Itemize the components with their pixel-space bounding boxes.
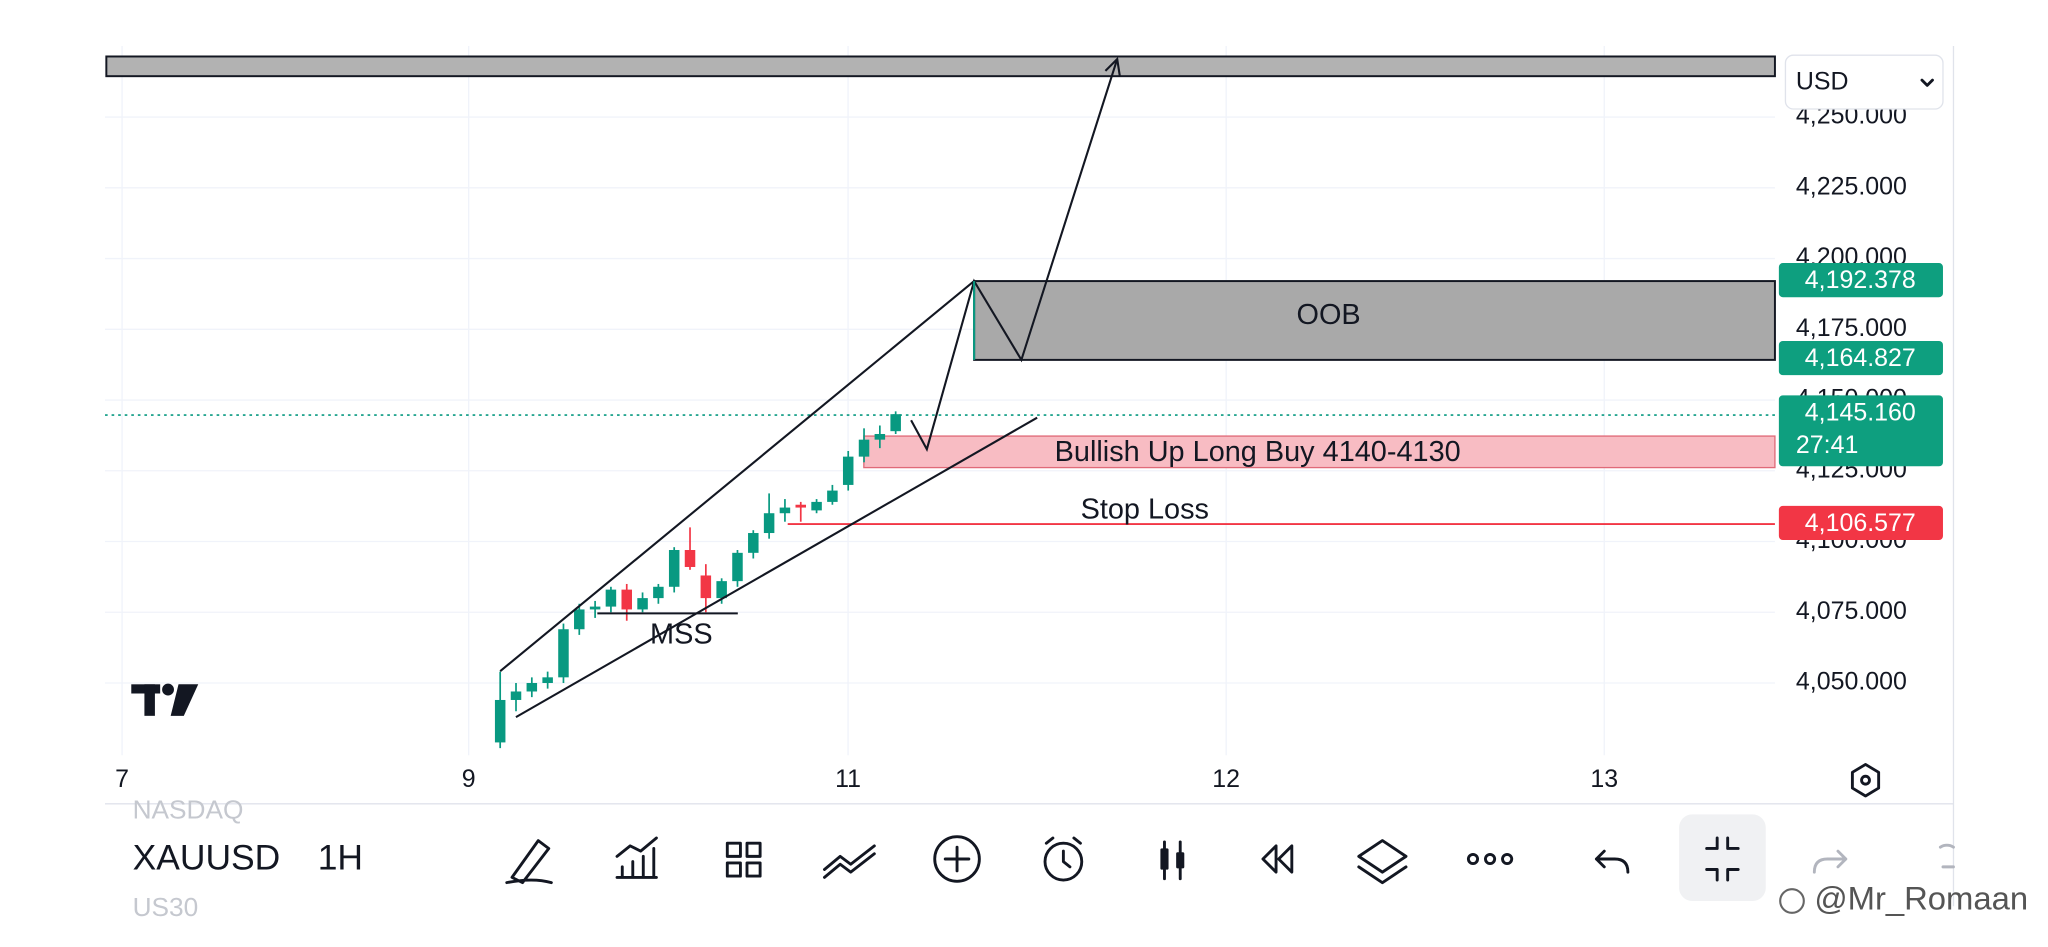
oob-zone: [973, 280, 1776, 361]
watermark-text: @Mr_Romaan: [1814, 880, 2028, 917]
candle-body: [874, 433, 886, 440]
candle-body: [858, 439, 870, 457]
candle-body: [684, 550, 696, 567]
price-tag: [1778, 395, 1943, 467]
layouts[interactable]: [725, 841, 762, 878]
candle-body: [811, 501, 822, 511]
compare[interactable]: [823, 844, 876, 879]
channel-lower: [515, 416, 1038, 719]
time-tick-label: 9: [462, 765, 476, 793]
candle-body: [795, 504, 807, 508]
price-tick-label: 4,075.000: [1796, 597, 1907, 625]
price-tick-label: 4,225.000: [1796, 172, 1907, 200]
bar-type[interactable]: [1160, 840, 1185, 881]
replay[interactable]: [1261, 844, 1294, 874]
time-tick-label: 12: [1212, 765, 1240, 793]
more-1[interactable]: [1466, 852, 1480, 866]
candle-body: [542, 677, 553, 683]
candle-body: [494, 699, 506, 743]
chevron: [1920, 78, 1934, 87]
time-axis: 7 9 11 12 13: [115, 765, 1618, 793]
entry-label: Bullish Up Long Buy 4140-4130: [1055, 436, 1461, 468]
indicators[interactable]: [615, 836, 658, 879]
candle-body: [716, 581, 727, 599]
add[interactable]: [933, 835, 981, 883]
candle-body: [589, 606, 601, 610]
candle-body: [732, 552, 743, 582]
draw-tool[interactable]: [505, 839, 553, 885]
time-tick-label: 7: [115, 765, 129, 793]
target-zone: [105, 55, 1776, 78]
price-tag: [1778, 505, 1943, 540]
candle-body: [510, 691, 522, 700]
fullscreen-bg: [1679, 814, 1766, 902]
candle-body: [558, 629, 569, 678]
price-tag-label: 4,145.160: [1805, 398, 1916, 426]
symbol-above: NASDAQ: [133, 795, 244, 825]
price-tick-label: 4,175.000: [1796, 314, 1907, 342]
price-tag-label: 4,164.827: [1805, 344, 1916, 372]
drawings: [499, 56, 1121, 719]
symbol-below: US30: [133, 892, 199, 922]
candle-body: [574, 609, 585, 630]
settings-icon[interactable]: [1850, 762, 1881, 798]
mss-label: MSS: [650, 618, 713, 650]
stop-label: Stop Loss: [1081, 494, 1209, 526]
alert[interactable]: [1043, 841, 1084, 882]
currency: USD: [1796, 67, 1849, 95]
candles: [494, 411, 901, 749]
tv-logo: [131, 683, 199, 716]
redo[interactable]: [1812, 849, 1848, 874]
candle-body: [653, 586, 664, 599]
candle-body: [827, 490, 838, 502]
add-plus: [943, 845, 971, 873]
countdown: 27:41: [1796, 431, 1858, 459]
price-tag-label: 4,106.577: [1805, 509, 1916, 537]
interval[interactable]: 1H: [318, 838, 363, 878]
candle-body: [842, 456, 854, 485]
entry-zone: [863, 435, 1776, 469]
candle-body: [668, 550, 680, 587]
price-tag: [1778, 263, 1943, 298]
price-tick-label: 4,050.000: [1796, 668, 1907, 696]
time-tick-label: 13: [1590, 765, 1618, 793]
price-tag: [1778, 341, 1943, 376]
symbol[interactable]: XAUUSD: [133, 838, 281, 878]
more-3: [1501, 852, 1514, 866]
candle-body: [763, 513, 775, 534]
currency-select[interactable]: [1784, 54, 1944, 110]
alert-hands: [1044, 836, 1082, 869]
time-tick-label: 11: [835, 765, 861, 793]
price-tag-label: 4,192.378: [1805, 266, 1916, 294]
candle-body: [748, 533, 759, 553]
objects[interactable]: [1357, 839, 1408, 885]
candle-body: [700, 575, 712, 599]
fade: [280, 827, 308, 894]
arrow-head: [1104, 56, 1121, 77]
candle-body: [890, 414, 901, 432]
more-2: [1484, 852, 1497, 866]
price-tags: 4,192.378 4,164.827 4,145.160 27:41 4,106.57…: [1778, 263, 1943, 540]
exit-fullscreen[interactable]: [1705, 836, 1740, 882]
channel-upper: [499, 280, 975, 672]
watermark-logo: [1779, 888, 1805, 914]
idea[interactable]: [1938, 843, 1955, 869]
zone-label: OOB: [1296, 299, 1360, 331]
candle-body: [621, 589, 632, 610]
candle-body: [605, 589, 617, 607]
candle-body: [637, 598, 648, 610]
settings-dot: [1860, 774, 1871, 786]
candle-body: [779, 507, 791, 514]
toolbar-icons: [505, 835, 1955, 885]
undo[interactable]: [1594, 849, 1630, 874]
candle-body: [526, 682, 538, 692]
watermark: @Mr_Romaan: [1779, 880, 2028, 917]
